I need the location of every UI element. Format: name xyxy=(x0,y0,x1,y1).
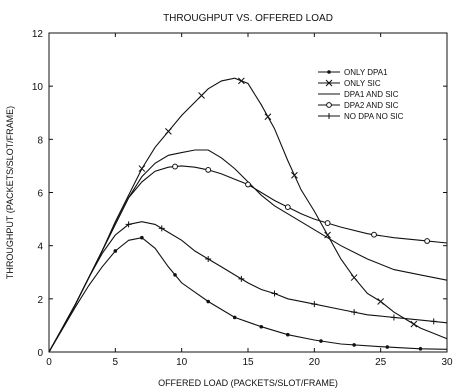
x-tick-label: 0 xyxy=(46,357,52,368)
series-marker-plus xyxy=(351,309,358,316)
legend-label: ONLY DPA1 xyxy=(344,68,388,77)
series-marker-plus xyxy=(238,275,245,282)
series-marker-x xyxy=(325,79,333,87)
series-marker-x xyxy=(350,274,358,281)
series-marker-dot xyxy=(259,324,264,329)
series-marker-circle xyxy=(284,204,291,211)
series-layer xyxy=(48,77,448,353)
series-marker-dot xyxy=(319,339,323,343)
series-line xyxy=(48,221,448,353)
series-marker-dot xyxy=(385,345,390,349)
series-marker-x xyxy=(198,92,205,99)
series-marker-circle xyxy=(324,220,331,226)
y-axis-title: THROUGHPUT (PACKETS/SLOT/FRAME) xyxy=(5,106,15,279)
series-marker-plus xyxy=(326,113,332,119)
x-tick-label: 25 xyxy=(375,357,387,368)
series-marker-dot xyxy=(232,315,237,320)
axis-ticks: 0 5 10 15 20 25 30 0 2 4 6 8 10 12 xyxy=(32,29,453,368)
series-marker-dot xyxy=(206,299,210,304)
x-tick-label: 5 xyxy=(113,357,119,368)
series-marker-plus xyxy=(205,255,212,262)
y-tick-label: 12 xyxy=(32,29,44,40)
series-marker-circle xyxy=(205,167,212,173)
series-marker-circle xyxy=(245,181,251,188)
series-marker-circle xyxy=(371,231,377,238)
series-group xyxy=(48,235,448,353)
y-tick-label: 6 xyxy=(37,189,43,200)
series-marker-plus xyxy=(311,301,318,308)
series-marker-x xyxy=(165,128,172,135)
y-tick-label: 10 xyxy=(32,82,44,93)
x-tick-label: 15 xyxy=(242,357,254,368)
y-tick-label: 2 xyxy=(37,295,43,306)
series-marker-dot xyxy=(418,347,423,351)
x-tick-label: 30 xyxy=(441,357,453,368)
series-line xyxy=(48,165,448,353)
series-group xyxy=(48,221,448,353)
series-marker-plus xyxy=(271,290,278,297)
series-marker-x xyxy=(377,298,385,305)
chart-title: THROUGHPUT VS. OFFERED LOAD xyxy=(163,13,333,24)
series-marker-plus xyxy=(430,318,437,325)
x-tick-label: 20 xyxy=(309,357,321,368)
legend: ONLY DPA1 ONLY SIC DPA1 AND SIC DPA2 AND SI… xyxy=(314,67,440,126)
series-marker-dot xyxy=(173,273,177,277)
series-marker-x xyxy=(138,165,146,172)
series-marker-x xyxy=(238,77,245,85)
y-tick-label: 4 xyxy=(37,242,43,253)
series-marker-dot xyxy=(286,332,290,337)
series-marker-plus xyxy=(158,225,165,232)
legend-label: NO DPA NO SIC xyxy=(344,112,404,121)
legend-label: DPA2 AND SIC xyxy=(344,101,399,110)
series-marker-plus xyxy=(390,314,397,321)
legend-label: ONLY SIC xyxy=(344,79,381,88)
series-marker-dot xyxy=(113,249,118,253)
series-marker-dot xyxy=(140,235,144,240)
series-group xyxy=(48,163,448,353)
series-marker-plus xyxy=(125,221,132,228)
y-tick-label: 8 xyxy=(37,135,43,146)
series-marker-circle xyxy=(172,163,178,170)
x-tick-label: 10 xyxy=(176,357,188,368)
legend-label: DPA1 AND SIC xyxy=(344,90,399,99)
series-marker-dot xyxy=(352,343,356,347)
series-line xyxy=(48,237,448,353)
series-marker-dot xyxy=(327,70,331,74)
series-marker-x xyxy=(410,320,418,328)
series-marker-circle xyxy=(424,238,431,244)
series-marker-circle xyxy=(326,102,332,108)
series-marker-x xyxy=(291,171,298,179)
series-marker-x xyxy=(264,113,272,121)
y-tick-label: 0 xyxy=(37,348,43,359)
series-group xyxy=(48,77,448,353)
x-axis-title: OFFERED LOAD (PACKETS/SLOT/FRAME) xyxy=(158,378,338,388)
